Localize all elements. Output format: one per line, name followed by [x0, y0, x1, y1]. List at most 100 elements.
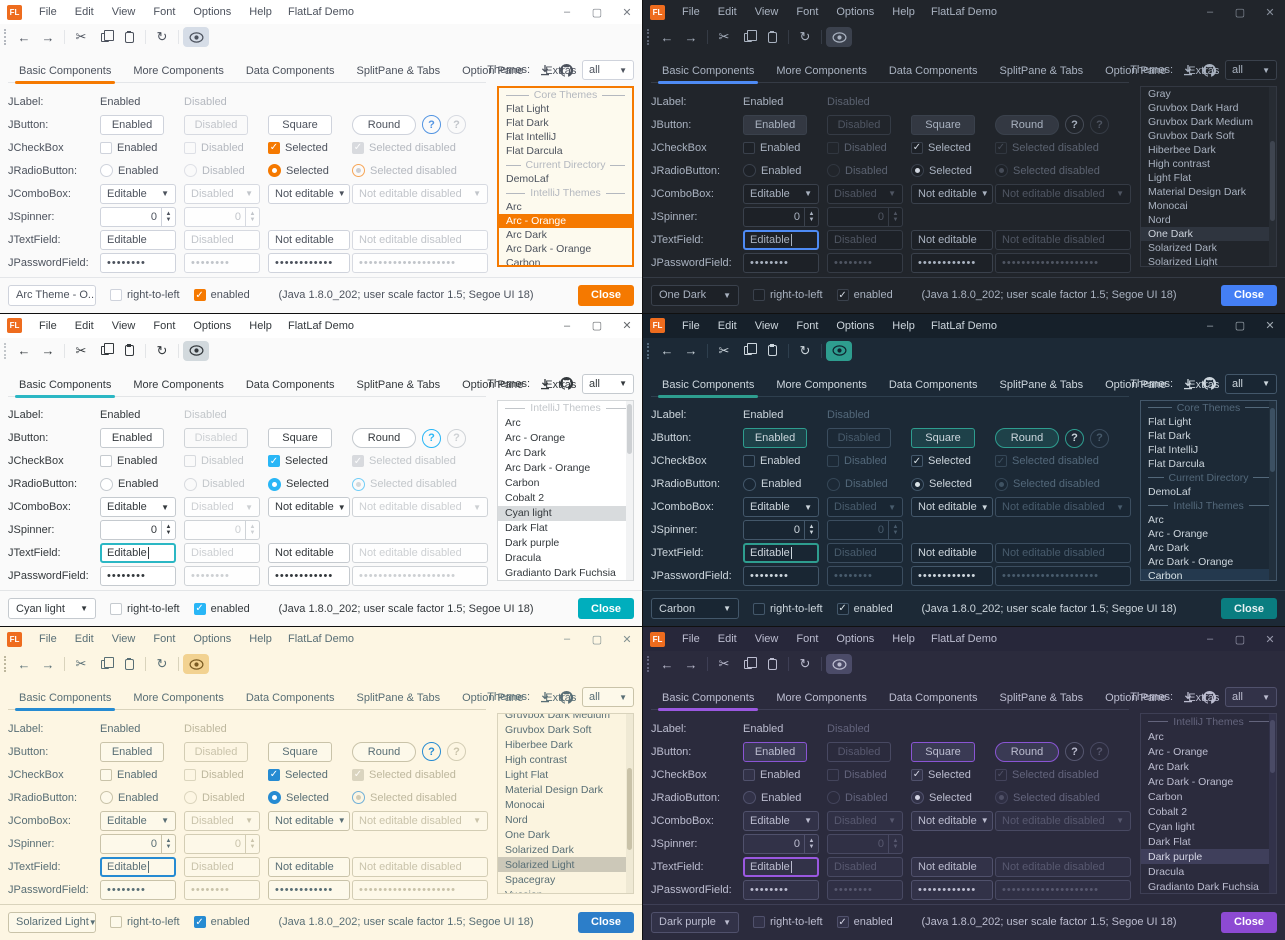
cut-icon[interactable]: ✂: [75, 342, 87, 358]
download-icon[interactable]: [539, 64, 551, 76]
scrollbar[interactable]: [626, 400, 633, 580]
right-to-left-checkbox[interactable]: right-to-left: [753, 289, 823, 302]
combobox-editable[interactable]: Editable ▼: [743, 810, 819, 831]
minimize-button[interactable]: –: [1206, 319, 1214, 332]
theme-list-item[interactable]: Flat IntelliJ: [506, 131, 557, 143]
tab-basic-components[interactable]: Basic Components: [651, 374, 765, 398]
paste-icon[interactable]: [760, 341, 784, 361]
copy-icon[interactable]: [93, 341, 117, 361]
radio-selected[interactable]: Selected: [911, 791, 972, 805]
tab-splitpane-tabs[interactable]: SplitPane & Tabs: [999, 692, 1084, 705]
textfield-editable[interactable]: Editable: [100, 229, 176, 250]
radio-enabled[interactable]: Enabled: [100, 164, 158, 177]
right-to-left-checkbox[interactable]: right-to-left: [110, 916, 180, 929]
paste-icon[interactable]: [117, 654, 141, 674]
menu-edit[interactable]: Edit: [74, 633, 94, 646]
back-icon[interactable]: ←: [660, 656, 674, 672]
close-window-button[interactable]: ✕: [622, 320, 632, 333]
spinner[interactable]: 0 ▲ ▼: [100, 520, 176, 541]
theme-list-item[interactable]: Arc Dark - Orange: [505, 462, 591, 475]
enabled-button[interactable]: Enabled: [743, 114, 807, 135]
checkbox-selected[interactable]: Selected: [268, 455, 328, 468]
cut-icon[interactable]: ✂: [75, 656, 87, 672]
theme-list-item[interactable]: Arc - Orange: [505, 432, 566, 445]
tab-splitpane-tabs[interactable]: SplitPane & Tabs: [999, 65, 1084, 77]
menu-file[interactable]: File: [39, 319, 57, 332]
checkbox-selected[interactable]: Selected: [911, 141, 971, 154]
toolbar-grip[interactable]: [4, 656, 8, 673]
theme-list-item[interactable]: Flat Dark: [1148, 429, 1191, 442]
tab-data-components[interactable]: Data Components: [888, 378, 978, 391]
scrollbar-thumb[interactable]: [1270, 407, 1275, 473]
menu-font[interactable]: Font: [153, 319, 176, 332]
eye-icon[interactable]: [183, 654, 209, 675]
menu-help[interactable]: Help: [892, 6, 915, 18]
minimize-button[interactable]: –: [1206, 633, 1214, 646]
tab-data-components[interactable]: Data Components: [888, 65, 978, 77]
radio-selected[interactable]: Selected: [911, 477, 972, 491]
round-button[interactable]: Round: [995, 114, 1059, 135]
theme-list-item[interactable]: Carbon: [506, 257, 541, 267]
textfield-not-editable[interactable]: Not editable: [911, 543, 993, 564]
theme-list-item[interactable]: Arc: [506, 201, 522, 213]
refresh-icon[interactable]: ↻: [156, 29, 168, 44]
right-to-left-checkbox[interactable]: right-to-left: [110, 602, 180, 615]
textfield-not-editable[interactable]: Not editable: [268, 856, 350, 877]
square-button[interactable]: Square: [268, 428, 332, 449]
theme-list-item[interactable]: Solarized Dark: [505, 843, 574, 856]
tab-data-components[interactable]: Data Components: [888, 692, 978, 705]
passwordfield[interactable]: ••••••••: [100, 252, 176, 273]
radio-selected[interactable]: Selected: [268, 477, 329, 491]
help-button[interactable]: ?: [1065, 428, 1084, 448]
theme-list-item[interactable]: Dark purple: [505, 537, 560, 550]
passwordfield-not-editable[interactable]: ••••••••••••: [268, 566, 350, 587]
tab-option-pane[interactable]: Option Pane: [462, 692, 524, 705]
download-icon[interactable]: [1182, 64, 1194, 76]
theme-list-item[interactable]: Carbon: [505, 477, 540, 490]
theme-list-item[interactable]: Gruvbox Dark Soft: [1148, 130, 1235, 142]
theme-list-item[interactable]: Gradianto Dark Fuchsia: [1148, 880, 1259, 893]
tab-splitpane-tabs[interactable]: SplitPane & Tabs: [356, 378, 441, 391]
theme-list-item[interactable]: Arc Dark - Orange: [1148, 555, 1234, 568]
radio-enabled[interactable]: Enabled: [743, 791, 801, 805]
passwordfield[interactable]: ••••••••: [743, 566, 819, 587]
eye-icon[interactable]: [826, 340, 852, 361]
theme-list-item[interactable]: Dark Flat: [505, 522, 548, 535]
theme-list-item[interactable]: Dracula: [505, 552, 542, 565]
theme-filter-combo[interactable]: all ▼: [582, 60, 634, 80]
refresh-icon[interactable]: ↻: [156, 342, 168, 358]
spinner-arrows-icon[interactable]: ▲ ▼: [804, 834, 818, 853]
checkbox-enabled[interactable]: Enabled: [100, 768, 157, 781]
help-button[interactable]: ?: [422, 428, 441, 448]
refresh-icon[interactable]: ↻: [156, 656, 168, 672]
theme-list-item[interactable]: Monocai: [1148, 200, 1188, 212]
tab-basic-components[interactable]: Basic Components: [8, 687, 122, 712]
square-button[interactable]: Square: [268, 741, 332, 762]
theme-list-item[interactable]: Flat IntelliJ: [1148, 443, 1199, 456]
theme-list-item[interactable]: Gruvbox Dark Medium: [1148, 116, 1254, 128]
tab-basic-components[interactable]: Basic Components: [8, 60, 122, 84]
combobox-editable[interactable]: Editable ▼: [100, 183, 176, 204]
theme-list-item[interactable]: Arc Dark: [505, 447, 546, 460]
help-button[interactable]: ?: [422, 742, 441, 762]
radio-selected[interactable]: Selected: [911, 164, 972, 177]
menu-font[interactable]: Font: [153, 6, 176, 18]
checkbox-selected[interactable]: Selected: [268, 768, 328, 781]
forward-icon[interactable]: →: [41, 656, 55, 672]
scrollbar[interactable]: [626, 714, 633, 894]
eye-icon[interactable]: [826, 27, 852, 47]
theme-list-item[interactable]: Carbon: [1148, 790, 1183, 803]
passwordfield-not-editable[interactable]: ••••••••••••: [911, 879, 993, 900]
maximize-button[interactable]: ▢: [1234, 633, 1246, 646]
theme-list-item[interactable]: Cyan light: [1148, 820, 1195, 833]
close-button[interactable]: Close: [1221, 284, 1277, 306]
theme-list-item[interactable]: Dark purple: [1141, 849, 1276, 865]
tab-more-components[interactable]: More Components: [776, 378, 867, 391]
enabled-button[interactable]: Enabled: [100, 114, 164, 135]
theme-list-item[interactable]: Material Design Dark: [1148, 186, 1247, 198]
theme-list-item[interactable]: Arc Dark - Orange: [506, 243, 592, 255]
theme-list-item[interactable]: Arc - Orange: [1148, 527, 1209, 540]
menu-options[interactable]: Options: [193, 633, 232, 646]
scrollbar-thumb[interactable]: [1270, 140, 1275, 222]
passwordfield-not-editable[interactable]: ••••••••••••: [268, 879, 350, 900]
